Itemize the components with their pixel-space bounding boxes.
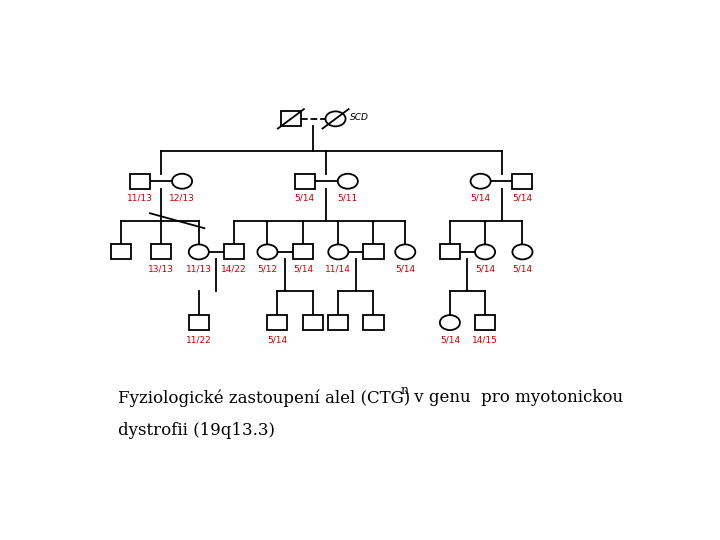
Text: 11/13: 11/13 xyxy=(127,194,153,202)
Text: 14/15: 14/15 xyxy=(472,335,498,344)
Circle shape xyxy=(325,111,346,126)
Text: dystrofii (19q13.3): dystrofii (19q13.3) xyxy=(118,422,275,440)
Circle shape xyxy=(475,245,495,259)
Bar xyxy=(364,245,384,259)
Text: 5/14: 5/14 xyxy=(513,194,533,202)
Text: 5/14: 5/14 xyxy=(395,265,415,273)
Text: 5/14: 5/14 xyxy=(293,265,313,273)
Text: 5/14: 5/14 xyxy=(440,335,460,344)
Text: 5/14: 5/14 xyxy=(513,265,533,273)
Text: 5/11: 5/11 xyxy=(338,194,358,202)
Text: v genu  pro myotonickou: v genu pro myotonickou xyxy=(409,389,624,406)
Bar xyxy=(303,315,323,330)
Bar xyxy=(151,245,171,259)
Bar xyxy=(111,245,131,259)
Bar xyxy=(328,315,348,330)
Circle shape xyxy=(440,315,460,330)
Text: 11/22: 11/22 xyxy=(186,335,212,344)
Circle shape xyxy=(471,174,490,188)
Bar xyxy=(281,111,301,126)
Bar xyxy=(293,245,313,259)
Text: 5/14: 5/14 xyxy=(294,194,315,202)
Text: 14/22: 14/22 xyxy=(221,265,247,273)
Text: 12/13: 12/13 xyxy=(169,194,195,202)
Bar xyxy=(189,315,209,330)
Text: 11/14: 11/14 xyxy=(325,265,351,273)
Bar xyxy=(513,174,533,188)
Bar xyxy=(130,174,150,188)
Text: 5/12: 5/12 xyxy=(257,265,277,273)
Circle shape xyxy=(172,174,192,188)
Circle shape xyxy=(338,174,358,188)
Text: Fyziologické zastoupení alel (CTG): Fyziologické zastoupení alel (CTG) xyxy=(118,389,410,407)
Circle shape xyxy=(513,245,533,259)
Text: 5/14: 5/14 xyxy=(471,194,490,202)
Text: 13/13: 13/13 xyxy=(148,265,174,273)
Circle shape xyxy=(189,245,209,259)
Circle shape xyxy=(258,245,277,259)
Text: SCD: SCD xyxy=(350,113,369,122)
Bar xyxy=(267,315,287,330)
Bar xyxy=(440,245,460,259)
Text: n: n xyxy=(400,384,408,397)
Bar xyxy=(224,245,244,259)
Circle shape xyxy=(328,245,348,259)
Bar xyxy=(294,174,315,188)
Bar xyxy=(364,315,384,330)
Text: 5/14: 5/14 xyxy=(475,265,495,273)
Bar xyxy=(475,315,495,330)
Text: 5/14: 5/14 xyxy=(267,335,287,344)
Text: 11/13: 11/13 xyxy=(186,265,212,273)
Circle shape xyxy=(395,245,415,259)
